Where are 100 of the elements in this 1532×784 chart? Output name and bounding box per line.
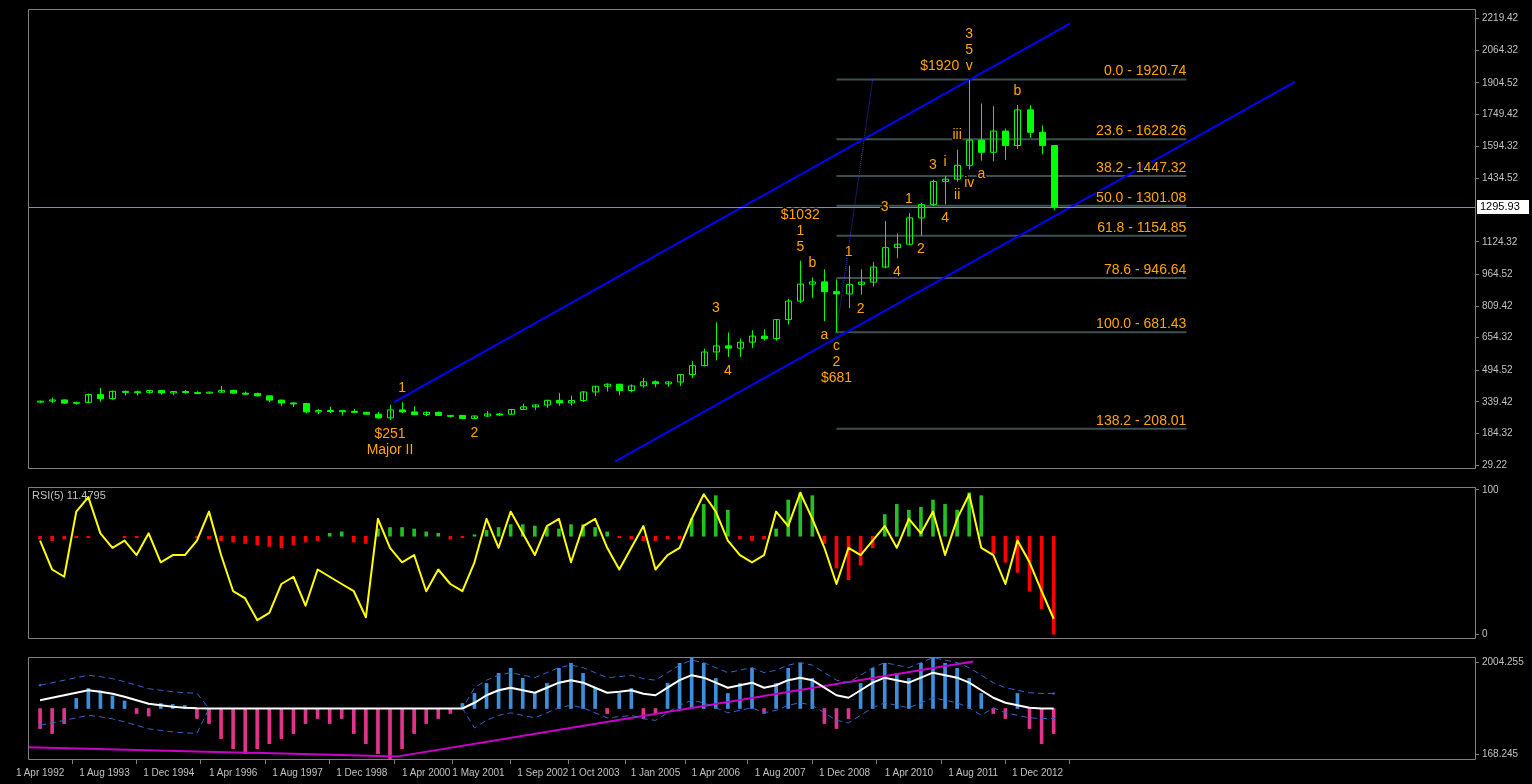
bar [62, 708, 67, 724]
bar [593, 527, 597, 537]
bar [750, 535, 754, 541]
bar [207, 535, 211, 540]
y-tick-label: 1904.52 [1482, 76, 1519, 88]
annotation: b [1013, 81, 1022, 98]
annotation: 2 [917, 240, 926, 257]
bar [364, 708, 368, 744]
x-tick-label: 1 Dec 2008 [818, 766, 871, 778]
bar [605, 531, 610, 537]
bar [195, 708, 199, 719]
y-tick-label: 100 [1482, 483, 1500, 495]
x-tick-label: 1 Dec 1994 [143, 766, 195, 778]
x-tick-label: 1 May 2001 [452, 766, 506, 778]
bar [243, 535, 248, 544]
annotation: iii [952, 126, 962, 143]
y-tick-label: 2064.32 [1482, 44, 1519, 56]
annotation: 1 [398, 379, 407, 396]
candlestick [906, 212, 913, 246]
x-tick-label: 1 Oct 2003 [570, 766, 621, 778]
bar [569, 524, 573, 537]
annotation: 3 [711, 299, 720, 316]
y-tick-label: 29.22 [1482, 458, 1508, 470]
candlestick [809, 276, 816, 299]
bar [74, 535, 79, 538]
bar [412, 708, 416, 734]
candlestick [954, 149, 961, 183]
candlestick [942, 175, 949, 205]
bar [581, 673, 585, 709]
x-tick-label: 1 Jan 2005 [630, 766, 681, 778]
y-tick-label: 1594.32 [1482, 139, 1519, 151]
bar [38, 535, 42, 540]
bar [219, 535, 223, 541]
bar [231, 535, 235, 543]
annotation: v [965, 56, 973, 73]
bar [907, 678, 911, 709]
bar [424, 531, 429, 537]
bar [339, 531, 344, 537]
bar [701, 504, 706, 537]
bar [943, 663, 947, 709]
annotation: ii [954, 186, 961, 203]
annotation: 50.0 - 1301.08 [1096, 188, 1187, 205]
candlestick [930, 179, 937, 207]
annotation: $1032 [780, 205, 820, 222]
annotation: 1 [796, 221, 805, 238]
bar [219, 708, 223, 739]
bar [351, 535, 356, 543]
annotation: 4 [892, 262, 901, 279]
bar [979, 495, 984, 537]
candlestick [870, 261, 877, 288]
annotation: 2 [832, 353, 841, 370]
annotation: 1 [844, 242, 853, 259]
annotation: 5 [796, 237, 805, 254]
bar [388, 708, 392, 760]
annotation: 5 [965, 40, 974, 57]
candlestick [737, 338, 744, 358]
x-tick-label: 1 Aug 2007 [754, 766, 806, 778]
y-tick-label: 2004.255 [1482, 656, 1525, 668]
candlestick [1014, 104, 1021, 150]
bar [62, 535, 67, 540]
annotation: 4 [941, 209, 950, 226]
annotation: 138.2 - 208.01 [1096, 411, 1187, 428]
annotation: b [808, 254, 817, 271]
bar [532, 525, 537, 537]
bar [894, 504, 899, 537]
annotation: a [820, 326, 829, 343]
y-tick-label: 2219.42 [1482, 12, 1519, 24]
y-tick-label: 0 [1482, 628, 1488, 640]
candlestick [990, 105, 997, 162]
bar [532, 693, 537, 709]
x-tick-label: 1 Aug 2011 [948, 766, 999, 778]
annotation: 0.0 - 1920.74 [1103, 62, 1187, 79]
bar [557, 528, 561, 537]
annotation: $681 [820, 369, 853, 386]
x-tick-label: 1 Apr 2006 [691, 766, 741, 778]
x-tick-label: 1 Apr 1992 [15, 766, 65, 778]
annotation: 2 [856, 299, 865, 316]
x-tick-label: 1 Apr 2000 [402, 766, 451, 778]
annotation: a [977, 165, 986, 182]
ref-line-label: 1295.93 [1480, 199, 1520, 212]
bar [38, 708, 42, 729]
y-tick-label: 1124.32 [1482, 235, 1518, 247]
y-tick-label: 1434.52 [1482, 172, 1519, 184]
x-tick-label: 1 Dec 1998 [336, 766, 388, 778]
bar [617, 693, 622, 709]
candlestick [725, 331, 732, 358]
candlestick [846, 265, 853, 309]
y-tick-label: 654.32 [1482, 331, 1514, 343]
bar [388, 527, 392, 537]
annotation: 1 [904, 190, 913, 207]
bar [738, 535, 742, 540]
bar [617, 535, 622, 538]
annotation: 100.0 - 681.43 [1096, 315, 1187, 332]
bar [74, 698, 79, 709]
bar [726, 509, 730, 537]
bar [774, 528, 778, 537]
annotation: Major II [366, 440, 414, 457]
bar [979, 693, 984, 709]
annotation: iv [964, 174, 975, 191]
annotation: $1920 [920, 56, 960, 73]
